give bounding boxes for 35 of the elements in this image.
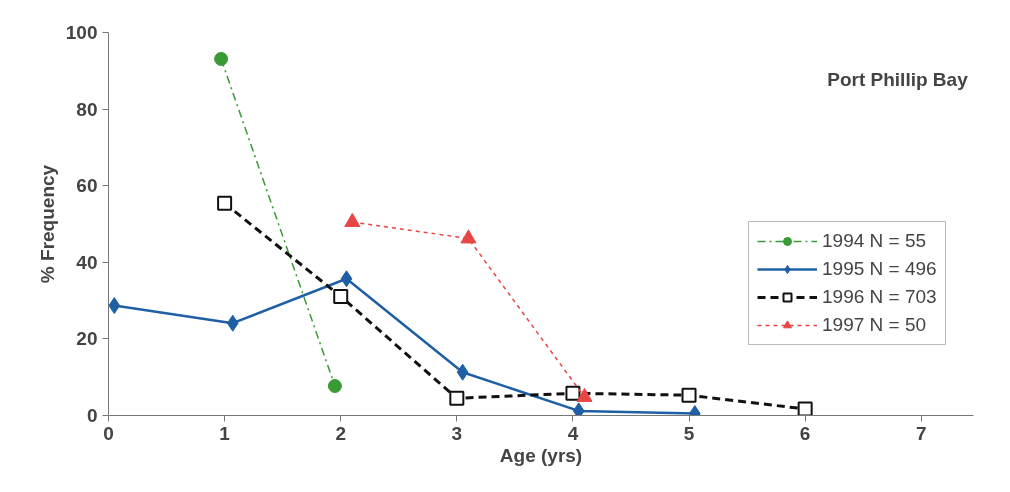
x-tick-label: 3 xyxy=(451,422,463,444)
x-axis-title: Age (yrs) xyxy=(499,444,583,466)
point xyxy=(327,379,342,393)
text: Port Phillip Bay xyxy=(827,68,969,90)
point xyxy=(460,229,477,244)
x-tick-label: 0 xyxy=(103,422,114,444)
point xyxy=(572,402,585,416)
point xyxy=(449,390,465,406)
y-tick-label: 100 xyxy=(65,22,98,43)
point xyxy=(565,385,581,401)
point xyxy=(108,297,121,315)
y-axis-title: % Frequency xyxy=(36,164,58,284)
legend-label: 1996 N = 703 xyxy=(822,286,937,308)
point xyxy=(333,288,349,304)
legend-label: 1997 N = 50 xyxy=(822,314,927,336)
x-tick-label: 6 xyxy=(799,422,811,444)
point xyxy=(681,387,697,403)
x-tick-label: 1 xyxy=(219,422,231,444)
y-tick-label: 40 xyxy=(76,251,98,273)
point xyxy=(340,270,353,288)
y-tick-label: 0 xyxy=(86,405,98,426)
legend-label: 1994 N = 55 xyxy=(822,230,927,252)
point xyxy=(456,363,469,381)
x-tick-label: 7 xyxy=(915,422,927,444)
point xyxy=(226,314,239,332)
y-tick-label: 20 xyxy=(76,328,98,350)
x-tick-label: 4 xyxy=(567,422,579,444)
legend-label: 1995 N = 496 xyxy=(822,258,937,280)
x-tick-label: 5 xyxy=(683,422,695,444)
x-tick-label: 2 xyxy=(335,422,347,444)
point xyxy=(797,401,813,416)
point xyxy=(217,195,233,211)
point xyxy=(214,51,229,66)
y-tick-label: 60 xyxy=(76,175,98,197)
y-tick-label: 80 xyxy=(76,98,98,120)
